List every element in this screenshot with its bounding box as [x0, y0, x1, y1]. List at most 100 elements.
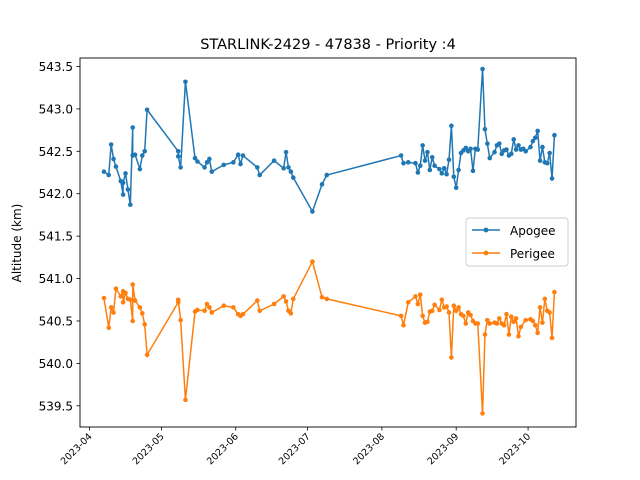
data-point-apogee-58: [441, 165, 447, 171]
data-point-perigee-94: [537, 305, 543, 310]
data-point-apogee-44: [398, 153, 404, 158]
data-point-apogee-11: [130, 125, 136, 130]
data-point-apogee-69: [468, 146, 473, 152]
data-point-perigee-17: [144, 352, 150, 358]
data-point-apogee-54: [429, 154, 435, 160]
data-point-perigee-86: [513, 316, 519, 321]
data-point-apogee-62: [451, 174, 457, 180]
data-point-perigee-11: [130, 318, 136, 324]
data-point-apogee-32: [240, 153, 246, 158]
plot-frame: [79, 57, 577, 428]
data-point-perigee-83: [506, 332, 512, 337]
data-point-perigee-66: [461, 313, 466, 319]
data-point-apogee-31: [238, 161, 243, 167]
data-point-apogee-21: [183, 79, 188, 85]
data-point-perigee-3: [111, 310, 116, 315]
data-point-perigee-50: [420, 313, 425, 319]
data-point-perigee-14: [137, 305, 143, 310]
data-point-perigee-1: [106, 325, 112, 331]
data-point-apogee-8: [123, 171, 128, 176]
data-point-perigee-62: [451, 303, 457, 309]
data-point-perigee-44: [398, 313, 404, 319]
data-point-perigee-34: [257, 308, 263, 314]
data-point-perigee-33: [255, 298, 260, 303]
data-point-perigee-13: [132, 298, 138, 303]
data-point-apogee-33: [255, 165, 260, 170]
data-point-apogee-48: [415, 170, 421, 175]
data-point-perigee-72: [475, 321, 481, 326]
data-point-perigee-27: [209, 310, 215, 315]
data-point-perigee-41: [310, 259, 315, 264]
data-point-apogee-20: [178, 165, 183, 170]
data-point-apogee-38: [286, 165, 291, 170]
data-point-apogee-82: [504, 147, 509, 152]
data-point-apogee-79: [497, 141, 502, 146]
data-point-apogee-3: [111, 156, 116, 162]
data-point-apogee-91: [528, 144, 533, 150]
data-point-perigee-4: [113, 286, 119, 292]
data-point-apogee-87: [516, 143, 521, 148]
data-point-perigee-24: [202, 308, 207, 314]
data-point-apogee-27: [209, 169, 215, 174]
data-point-perigee-23: [195, 307, 200, 313]
data-point-apogee-29: [231, 160, 236, 165]
data-point-perigee-20: [178, 317, 183, 323]
y-tick-label-5: 542.0: [39, 187, 73, 201]
data-point-perigee-67: [463, 321, 469, 326]
data-point-perigee-52: [425, 319, 430, 325]
y-axis-label: Altitude (km): [10, 204, 24, 283]
data-point-perigee-73: [480, 411, 485, 416]
data-point-perigee-76: [487, 321, 493, 326]
y-tick-label-7: 543.0: [39, 102, 73, 116]
data-point-perigee-99: [549, 335, 555, 341]
legend-apogee-label: Apogee: [510, 224, 556, 238]
data-point-apogee-23: [195, 159, 200, 164]
data-point-apogee-72: [475, 147, 481, 152]
legend-perigee-marker: [483, 250, 489, 256]
data-point-perigee-92: [532, 322, 538, 328]
data-point-apogee-90: [523, 149, 528, 154]
data-point-apogee-41: [310, 209, 315, 214]
data-point-apogee-15: [140, 153, 145, 158]
data-point-apogee-17: [144, 107, 150, 113]
data-point-perigee-75: [485, 317, 490, 323]
data-point-apogee-85: [511, 137, 516, 142]
data-point-apogee-2: [108, 142, 114, 147]
data-point-apogee-7: [120, 180, 126, 185]
data-point-perigee-89: [523, 317, 528, 323]
data-point-apogee-14: [137, 166, 143, 172]
data-point-perigee-21: [183, 397, 188, 403]
data-point-perigee-43: [324, 296, 330, 302]
data-point-perigee-78: [494, 321, 500, 326]
data-point-apogee-56: [437, 166, 442, 172]
data-point-perigee-61: [449, 355, 454, 360]
data-point-apogee-94: [535, 128, 540, 134]
data-point-apogee-28: [221, 162, 227, 168]
data-point-apogee-13: [132, 152, 138, 157]
data-point-perigee-42: [319, 294, 325, 300]
data-point-perigee-25: [204, 301, 210, 307]
data-point-perigee-26: [207, 305, 212, 310]
data-point-apogee-93: [532, 135, 538, 141]
data-point-apogee-1: [106, 172, 112, 178]
legend-apogee-marker: [483, 227, 489, 233]
y-tick-label-3: 541.0: [39, 272, 73, 286]
data-point-apogee-24: [202, 165, 207, 170]
data-point-perigee-45: [401, 322, 406, 328]
data-point-perigee-37: [283, 299, 289, 304]
legend: Apogee Perigee: [465, 217, 569, 267]
data-point-perigee-85: [511, 319, 516, 325]
data-point-perigee-60: [446, 310, 452, 315]
data-point-perigee-69: [468, 312, 473, 318]
data-point-apogee-55: [432, 163, 437, 169]
data-point-apogee-57: [439, 171, 445, 176]
chart-title: STARLINK-2429 - 47838 - Priority :4: [200, 37, 456, 53]
data-point-perigee-35: [271, 301, 277, 307]
data-point-perigee-47: [413, 294, 418, 299]
data-point-apogee-50: [420, 143, 425, 148]
data-point-perigee-74: [482, 332, 488, 337]
data-point-apogee-45: [401, 160, 406, 166]
series-line-apogee: [103, 68, 556, 213]
data-point-perigee-19: [175, 297, 181, 303]
